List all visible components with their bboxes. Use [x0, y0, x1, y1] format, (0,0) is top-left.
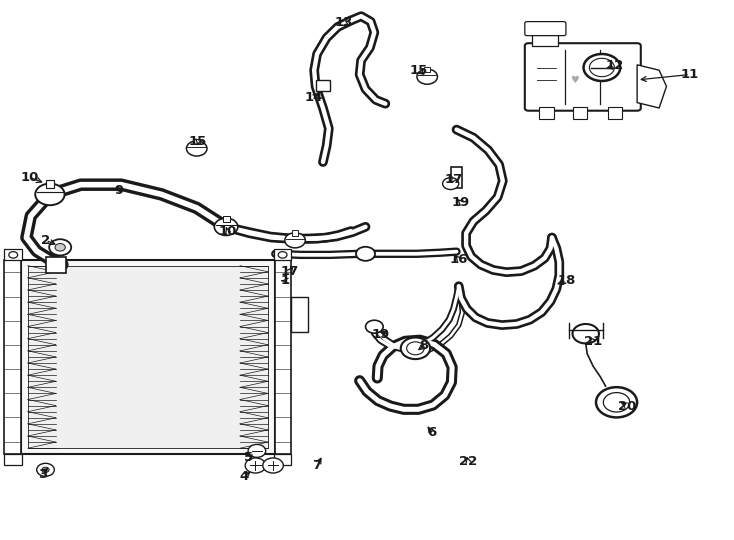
Text: 17: 17 — [445, 173, 462, 186]
Text: 7: 7 — [313, 459, 321, 472]
Text: 20: 20 — [618, 400, 637, 413]
Circle shape — [366, 320, 383, 333]
Text: 17: 17 — [281, 265, 299, 278]
Text: 9: 9 — [115, 184, 123, 197]
Text: 16: 16 — [449, 253, 468, 266]
Text: 12: 12 — [606, 59, 624, 72]
Bar — [539, 107, 554, 119]
Circle shape — [401, 338, 430, 359]
Text: 19: 19 — [371, 328, 389, 341]
Bar — [532, 34, 558, 46]
Bar — [4, 249, 22, 260]
Circle shape — [248, 444, 266, 457]
Circle shape — [186, 141, 207, 156]
Polygon shape — [21, 260, 275, 454]
FancyBboxPatch shape — [525, 22, 566, 36]
Circle shape — [263, 458, 283, 473]
Bar — [274, 249, 291, 260]
Circle shape — [245, 458, 266, 473]
FancyBboxPatch shape — [525, 43, 641, 111]
Circle shape — [55, 244, 65, 251]
Text: 22: 22 — [459, 455, 477, 468]
Text: 4: 4 — [240, 470, 249, 483]
Circle shape — [417, 69, 437, 84]
Circle shape — [573, 324, 599, 343]
Text: 6: 6 — [427, 426, 436, 438]
Text: 2: 2 — [41, 234, 50, 247]
Bar — [46, 180, 54, 188]
Text: 11: 11 — [681, 68, 699, 81]
Text: 13: 13 — [334, 16, 353, 29]
Bar — [274, 454, 291, 465]
Bar — [424, 67, 430, 72]
Bar — [291, 297, 308, 332]
Text: 5: 5 — [244, 451, 252, 464]
Circle shape — [214, 218, 238, 235]
Text: 14: 14 — [305, 91, 324, 104]
Bar — [4, 454, 22, 465]
Text: 8: 8 — [420, 339, 429, 352]
Circle shape — [49, 239, 71, 255]
Polygon shape — [28, 266, 268, 448]
Circle shape — [356, 247, 375, 261]
Text: 18: 18 — [557, 274, 576, 287]
Bar — [46, 256, 66, 273]
Circle shape — [443, 178, 459, 190]
Bar — [608, 107, 622, 119]
Bar — [316, 80, 330, 91]
Bar — [451, 167, 462, 188]
Text: ♥: ♥ — [570, 75, 578, 85]
Text: 10: 10 — [218, 225, 237, 238]
Bar — [275, 260, 291, 454]
Bar — [4, 260, 21, 454]
Circle shape — [285, 233, 305, 248]
Bar — [222, 215, 230, 221]
Text: 19: 19 — [452, 196, 470, 209]
Polygon shape — [637, 65, 666, 108]
Circle shape — [596, 387, 637, 417]
Bar — [573, 107, 587, 119]
Text: 3: 3 — [38, 468, 47, 481]
Circle shape — [584, 54, 620, 81]
Circle shape — [42, 467, 49, 472]
Text: 10: 10 — [20, 171, 39, 184]
Bar — [194, 139, 200, 144]
Text: 15: 15 — [410, 64, 427, 77]
Text: 15: 15 — [189, 135, 207, 148]
Bar — [292, 231, 298, 236]
Circle shape — [37, 463, 54, 476]
Circle shape — [35, 184, 65, 205]
Text: 1: 1 — [280, 274, 289, 287]
Text: 21: 21 — [584, 335, 602, 348]
